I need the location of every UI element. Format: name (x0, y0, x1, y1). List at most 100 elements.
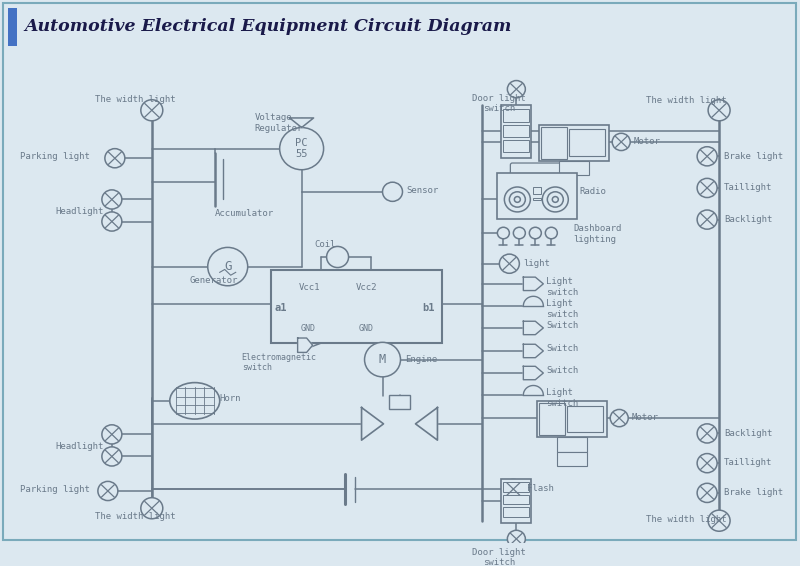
Polygon shape (298, 338, 313, 353)
Text: Taillight: Taillight (724, 458, 773, 468)
Polygon shape (523, 321, 543, 335)
Bar (567, 406, 603, 432)
Polygon shape (523, 277, 543, 290)
Bar (503, 109, 530, 122)
Circle shape (365, 342, 401, 377)
Circle shape (530, 228, 542, 239)
Circle shape (98, 481, 118, 500)
Circle shape (105, 149, 125, 168)
Text: Voltage
Regulator: Voltage Regulator (254, 113, 303, 132)
Text: The width light: The width light (646, 96, 727, 105)
Circle shape (546, 228, 558, 239)
Circle shape (382, 182, 402, 201)
Bar (502, 479, 531, 522)
Bar (503, 140, 530, 152)
Circle shape (697, 178, 717, 198)
Text: Flash: Flash (527, 484, 554, 493)
Text: Backlight: Backlight (724, 428, 773, 438)
Bar (559, 161, 590, 175)
Text: Electromagnetic
switch: Electromagnetic switch (242, 353, 317, 372)
Circle shape (208, 247, 248, 286)
Circle shape (499, 254, 519, 273)
Circle shape (102, 425, 122, 444)
Text: Switch: Switch (546, 344, 578, 353)
Text: b1: b1 (422, 303, 435, 313)
Bar (534, 187, 542, 194)
Bar (503, 125, 530, 137)
Text: Sensor: Sensor (406, 186, 438, 195)
Text: Taillight: Taillight (724, 183, 773, 192)
Circle shape (326, 246, 349, 268)
Bar (558, 438, 587, 452)
Circle shape (102, 190, 122, 209)
Circle shape (697, 453, 717, 473)
Text: Brake light: Brake light (724, 152, 783, 161)
Text: Switch: Switch (546, 321, 578, 330)
Text: Door light
switch: Door light switch (473, 94, 526, 113)
Circle shape (504, 187, 530, 212)
Circle shape (697, 483, 717, 503)
Bar (542, 127, 567, 159)
Text: Light
switch: Light switch (546, 388, 578, 408)
Text: light: light (523, 259, 550, 268)
Bar (270, 271, 442, 344)
Text: Parking light: Parking light (20, 485, 90, 494)
Bar (503, 482, 530, 492)
Text: a1: a1 (274, 303, 287, 313)
Circle shape (697, 210, 717, 229)
Bar (8, 8, 17, 46)
Circle shape (552, 196, 558, 202)
Bar (538, 401, 607, 438)
Circle shape (507, 80, 526, 98)
Circle shape (503, 479, 523, 499)
Text: The width light: The width light (95, 512, 175, 521)
Text: Vcc1: Vcc1 (298, 283, 320, 292)
Text: Dashboard
lighting: Dashboard lighting (574, 224, 622, 244)
Circle shape (708, 510, 730, 531)
Text: Switch: Switch (546, 366, 578, 375)
Text: GND: GND (301, 324, 316, 333)
Circle shape (514, 228, 526, 239)
Circle shape (697, 424, 717, 443)
Bar (539, 403, 566, 435)
Polygon shape (523, 385, 543, 395)
Text: PC
55: PC 55 (295, 138, 308, 160)
Bar (534, 198, 542, 200)
Text: Backlight: Backlight (724, 215, 773, 224)
Text: GND: GND (358, 324, 374, 333)
Text: Engine: Engine (406, 355, 438, 364)
Circle shape (697, 147, 717, 166)
Text: Parking light: Parking light (20, 152, 90, 161)
Text: M: M (379, 353, 386, 366)
Circle shape (542, 187, 568, 212)
Circle shape (102, 212, 122, 231)
Polygon shape (290, 118, 314, 127)
Bar (503, 495, 530, 504)
Text: Light
switch: Light switch (546, 277, 578, 297)
Circle shape (514, 196, 520, 202)
Bar (539, 125, 610, 161)
Text: Generator: Generator (190, 276, 238, 285)
Bar (558, 452, 587, 466)
Circle shape (141, 100, 162, 121)
Circle shape (280, 127, 323, 170)
Circle shape (610, 409, 628, 427)
Polygon shape (415, 408, 438, 440)
Bar (570, 130, 606, 156)
Circle shape (102, 447, 122, 466)
Text: Vcc2: Vcc2 (355, 283, 377, 292)
Text: Motor: Motor (631, 413, 658, 422)
Circle shape (612, 133, 630, 151)
Text: Automotive Electrical Equipment Circuit Diagram: Automotive Electrical Equipment Circuit … (24, 18, 511, 35)
Ellipse shape (170, 383, 220, 419)
Bar (503, 507, 530, 517)
Text: Motor: Motor (634, 137, 660, 146)
Bar (502, 105, 531, 158)
Text: Radio: Radio (579, 187, 606, 196)
Bar (389, 395, 410, 409)
Text: Light
switch: Light switch (546, 299, 578, 319)
Text: Accumulator: Accumulator (214, 209, 274, 218)
Text: G: G (224, 260, 231, 273)
Polygon shape (362, 408, 383, 440)
Text: The width light: The width light (95, 95, 175, 104)
